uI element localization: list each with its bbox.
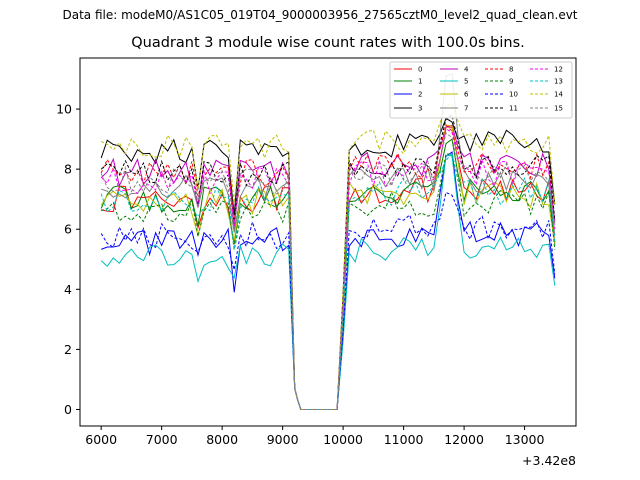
legend-label-4: 4 [464,66,469,74]
series-line-2 [101,151,556,410]
x-tick-label: 9000 [267,432,299,447]
series-line-3 [100,117,556,410]
y-tick-label: 8 [64,162,72,177]
series-line-0 [101,126,556,410]
legend-label-8: 8 [509,66,513,74]
x-tick-label: 10000 [323,432,363,447]
y-tick-label: 10 [56,102,72,117]
series-line-9 [101,153,556,410]
x-axis: 6000 7000 8000 9000 10000 11000 12000 13000 [85,426,545,447]
legend-label-2: 2 [418,91,422,99]
series-line-1 [100,138,556,410]
legend-label-15: 15 [554,105,563,113]
chart-title: Quadrant 3 module wise count rates with … [131,35,525,51]
legend-label-12: 12 [554,66,563,74]
legend-label-13: 13 [554,78,563,86]
x-tick-label: 12000 [444,432,484,447]
axes-frame [79,57,577,427]
series-line-10 [100,191,556,410]
data-file-suptitle: Data file: modeM0/AS1C05_019T04_90000039… [62,8,578,22]
series-line-7 [101,72,556,410]
x-offset-label: +3.42e8 [522,453,576,468]
legend-label-6: 6 [464,91,469,99]
y-tick-label: 6 [64,222,72,237]
legend-label-10: 10 [509,91,518,99]
y-tick-label: 0 [64,402,72,417]
legend-label-14: 14 [554,91,563,99]
series-line-8 [100,124,556,410]
x-tick-label: 8000 [206,432,238,447]
y-axis: 0 2 4 6 8 10 [56,102,80,417]
legend-label-5: 5 [464,78,468,86]
legend-label-9: 9 [509,78,513,86]
series-line-11 [100,114,556,410]
x-tick-label: 11000 [384,432,424,447]
series-line-14 [101,104,556,410]
legend-label-11: 11 [509,105,518,113]
series-line-13 [100,151,556,410]
legend-label-7: 7 [464,105,468,113]
y-tick-label: 2 [64,342,72,357]
plot-lines [100,72,556,410]
legend-box [389,61,573,119]
y-tick-label: 4 [64,282,72,297]
legend-label-0: 0 [418,66,422,74]
series-line-5 [100,154,556,410]
series-line-12 [100,128,556,410]
legend-label-3: 3 [418,105,422,113]
x-tick-label: 6000 [85,432,117,447]
legend-label-1: 1 [418,78,422,86]
series-line-15 [100,132,556,410]
x-tick-label: 7000 [146,432,178,447]
x-tick-label: 13000 [505,432,545,447]
